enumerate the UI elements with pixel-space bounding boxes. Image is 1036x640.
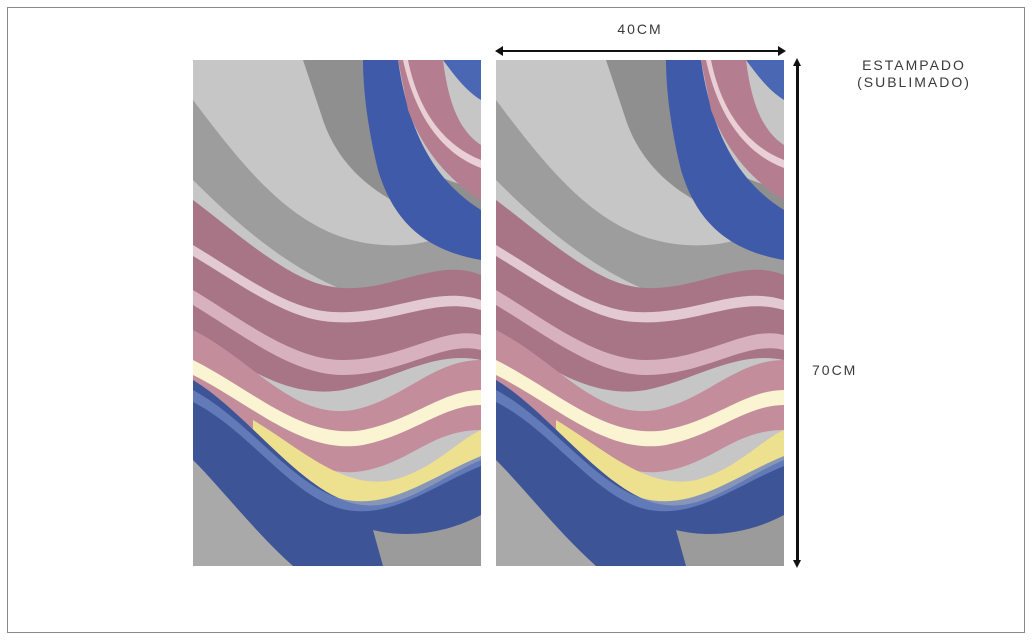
width-arrow-right-icon: [778, 46, 786, 56]
width-arrow-left-icon: [495, 46, 503, 56]
wave-pattern-left: [193, 60, 481, 566]
print-method-line2: (SUBLIMADO): [857, 74, 971, 90]
fabric-panel-right: [496, 60, 784, 566]
height-arrow-down-icon: [793, 560, 801, 568]
fabric-panel-left: [193, 60, 481, 566]
width-dimension-label: 40CM: [617, 21, 663, 37]
print-method-label: ESTAMPADO (SUBLIMADO): [824, 57, 1004, 91]
height-arrow-up-icon: [793, 58, 801, 66]
width-dimension-line: [500, 50, 780, 52]
height-dimension-line: [796, 64, 799, 562]
wave-pattern-right: [496, 60, 784, 566]
height-dimension-label: 70CM: [812, 362, 858, 378]
print-method-line1: ESTAMPADO: [862, 57, 966, 73]
